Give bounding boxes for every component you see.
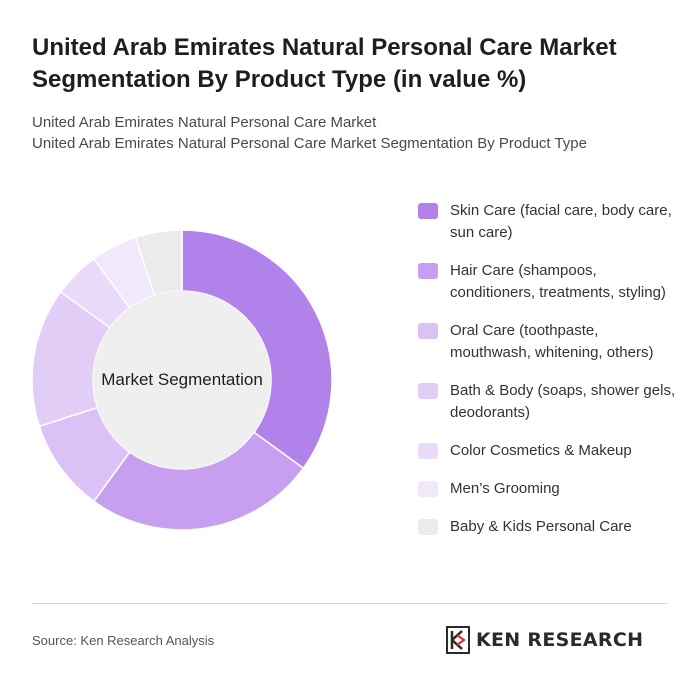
legend-item-3: Oral Care (toothpaste, mouthwash, whiten… xyxy=(418,320,678,364)
legend-label: Men’s Grooming xyxy=(450,480,560,497)
donut-hole xyxy=(93,291,271,469)
chart-subtitle: United Arab Emirates Natural Personal Ca… xyxy=(32,112,672,154)
legend-item-5: Color Cosmetics & Makeup xyxy=(418,440,678,462)
legend-swatch xyxy=(418,263,438,279)
subtitle-line-1: United Arab Emirates Natural Personal Ca… xyxy=(32,114,377,131)
legend-swatch xyxy=(418,443,438,459)
legend-swatch xyxy=(418,323,438,339)
chart-title: United Arab Emirates Natural Personal Ca… xyxy=(32,34,617,93)
legend-swatch xyxy=(418,203,438,219)
legend-label: Bath & Body (soaps, shower gels, deodora… xyxy=(450,382,676,421)
legend-swatch xyxy=(418,519,438,535)
legend-item-1: Skin Care (facial care, body care, sun c… xyxy=(418,200,678,244)
footer-divider xyxy=(32,603,668,604)
legend-label: Skin Care (facial care, body care, sun c… xyxy=(450,202,672,241)
ken-research-logo: KEN RESEARCH xyxy=(446,626,643,654)
legend-swatch xyxy=(418,481,438,497)
legend-label: Color Cosmetics & Makeup xyxy=(450,442,632,459)
legend-item-2: Hair Care (shampoos, conditioners, treat… xyxy=(418,260,678,304)
source-note: Source: Ken Research Analysis xyxy=(32,633,215,648)
legend-swatch xyxy=(418,383,438,399)
ken-research-logo-icon xyxy=(446,626,470,654)
donut-chart-svg xyxy=(31,229,333,531)
chart-legend: Skin Care (facial care, body care, sun c… xyxy=(418,200,678,538)
legend-item-7: Baby & Kids Personal Care xyxy=(418,516,678,538)
legend-item-6: Men’s Grooming xyxy=(418,478,678,500)
legend-label: Baby & Kids Personal Care xyxy=(450,518,632,535)
donut-chart: Market Segmentation xyxy=(30,228,334,532)
legend-label: Oral Care (toothpaste, mouthwash, whiten… xyxy=(450,322,654,361)
logo-text: KEN RESEARCH xyxy=(476,629,644,651)
donut-slice-2 xyxy=(92,431,305,531)
legend-label: Hair Care (shampoos, conditioners, treat… xyxy=(450,262,666,301)
legend-item-4: Bath & Body (soaps, shower gels, deodora… xyxy=(418,380,678,424)
subtitle-line-2: United Arab Emirates Natural Personal Ca… xyxy=(32,135,587,152)
